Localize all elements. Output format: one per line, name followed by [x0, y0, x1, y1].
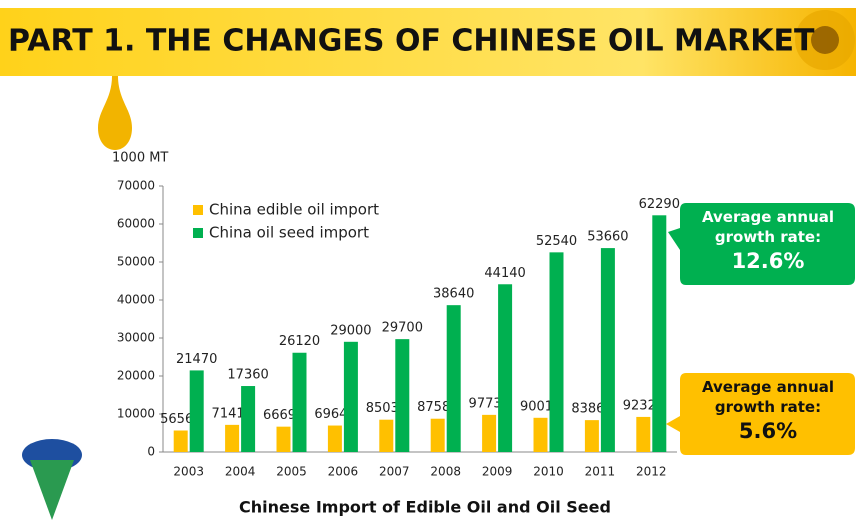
value-label: 6669: [263, 408, 296, 423]
value-label: 26120: [279, 334, 320, 349]
x-tick-label: 2009: [482, 465, 513, 479]
y-tick-label: 40000: [117, 293, 155, 307]
bar: [600, 248, 615, 452]
banner: [0, 8, 856, 76]
bar: [173, 430, 188, 452]
callout-box: [668, 203, 855, 285]
value-label: 5656: [160, 412, 193, 427]
bar: [533, 417, 548, 452]
y-tick-label: 20000: [117, 369, 155, 383]
bar: [189, 370, 204, 452]
value-label: 9232: [623, 398, 656, 413]
value-label: 8386: [571, 402, 604, 417]
x-tick-label: 2012: [636, 465, 667, 479]
slide-title: PART 1. THE CHANGES OF CHINESE OIL MARKE…: [8, 24, 815, 59]
bar: [636, 416, 651, 452]
value-label: 29700: [382, 321, 423, 336]
bar: [225, 424, 240, 452]
chart-title: Chinese Import of Edible Oil and Oil See…: [239, 498, 611, 517]
callout-text: Average annual growth rate:: [701, 378, 835, 416]
value-label: 8758: [417, 400, 450, 415]
callout-value: 5.6%: [738, 419, 798, 443]
value-label: 38640: [433, 287, 474, 302]
legend-swatch: [193, 205, 203, 215]
x-tick-label: 2006: [328, 465, 359, 479]
x-tick-label: 2007: [379, 465, 410, 479]
bar: [498, 284, 513, 452]
callout-content: Average annual growth rate: 5.6%: [701, 378, 835, 443]
x-tick-label: 2011: [585, 465, 616, 479]
bar: [327, 425, 342, 452]
bar: [482, 414, 497, 452]
y-tick-label: 50000: [117, 255, 155, 269]
oil-drop: [98, 76, 132, 150]
value-label: 62290: [639, 197, 680, 212]
logo: [22, 439, 82, 520]
value-label: 7141: [212, 406, 245, 421]
bar: [549, 252, 564, 452]
x-tick-label: 2004: [225, 465, 256, 479]
value-label: 8503: [366, 401, 399, 416]
y-axis-label: 1000 MT: [112, 151, 168, 166]
value-label: 53660: [587, 230, 628, 245]
bar: [584, 420, 599, 452]
bar: [446, 305, 461, 452]
callout-content: Average annual growth rate: 12.6%: [701, 208, 835, 273]
value-label: 17360: [227, 368, 268, 383]
value-label: 9773: [469, 396, 502, 411]
bar: [343, 341, 358, 452]
value-label: 29000: [330, 323, 371, 338]
bar: [395, 339, 410, 452]
x-tick-label: 2008: [430, 465, 461, 479]
callout-box: [666, 373, 855, 455]
y-tick-label: 10000: [117, 407, 155, 421]
callout-text: Average annual growth rate:: [701, 208, 835, 246]
callout: Average annual growth rate: 5.6%: [666, 373, 855, 455]
bar: [276, 426, 291, 452]
bar: [652, 215, 667, 452]
value-label: 9001: [520, 399, 553, 414]
legend-swatch: [193, 228, 203, 238]
value-label: 21470: [176, 352, 217, 367]
x-tick-label: 2005: [276, 465, 307, 479]
logo-shape: [30, 460, 74, 520]
y-tick-label: 0: [147, 445, 155, 459]
bar: [379, 419, 394, 452]
sunflower-center: [811, 26, 839, 54]
y-tick-label: 70000: [117, 179, 155, 193]
y-tick-label: 30000: [117, 331, 155, 345]
bar: [430, 418, 445, 452]
bar: [241, 386, 256, 452]
x-tick-label: 2003: [173, 465, 204, 479]
legend-label: China oil seed import: [209, 224, 369, 242]
value-label: 52540: [536, 234, 577, 249]
x-tick-label: 2010: [533, 465, 564, 479]
y-tick-label: 60000: [117, 217, 155, 231]
legend-label: China edible oil import: [209, 201, 379, 219]
value-label: 44140: [484, 266, 525, 281]
callout: Average annual growth rate: 12.6%: [668, 203, 855, 285]
callout-value: 12.6%: [731, 249, 805, 273]
bar: [292, 352, 307, 452]
value-label: 6964: [314, 407, 347, 422]
